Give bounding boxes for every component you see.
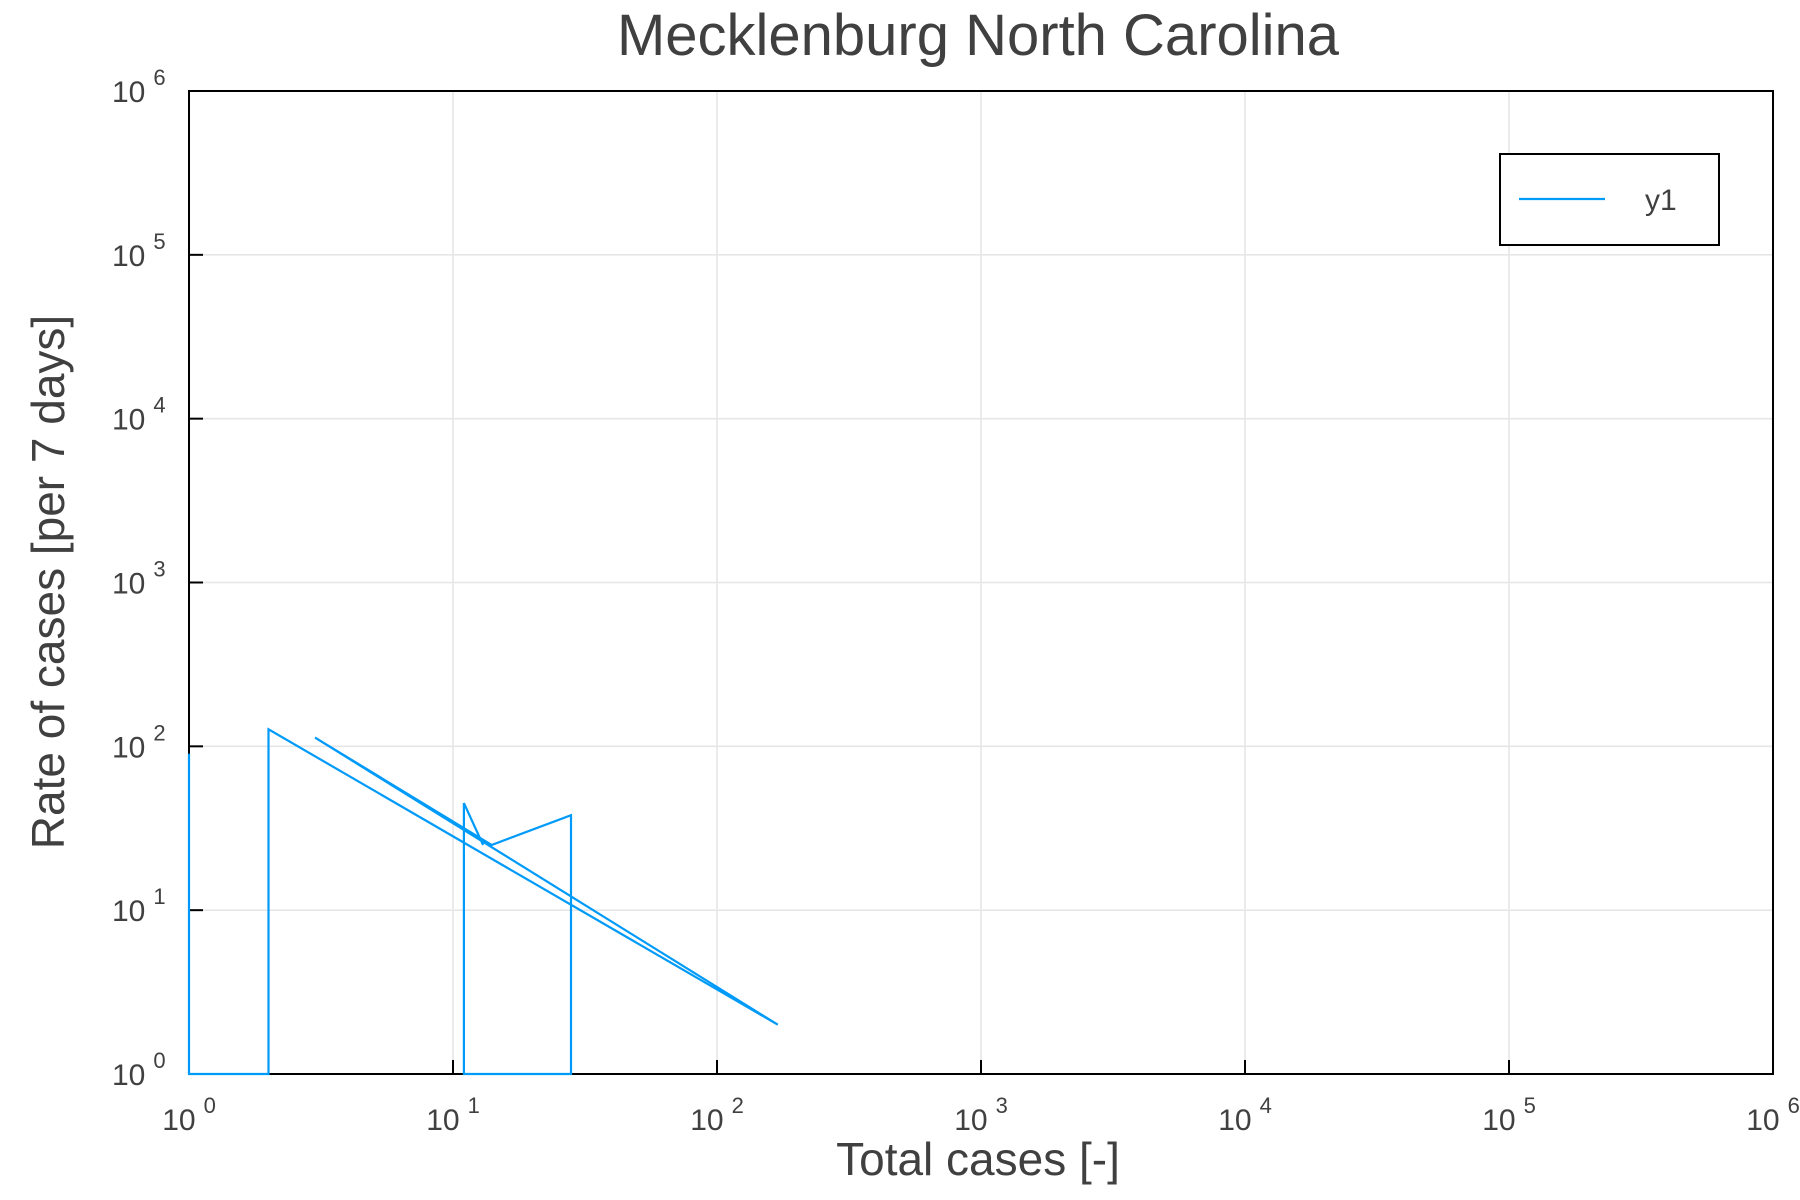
x-tick-label-4: 10 4 <box>1218 1093 1272 1137</box>
x-tick-label-base-1: 10 <box>426 1104 459 1137</box>
x-tick-label-exp-5: 5 <box>1524 1093 1536 1118</box>
x-tick-label-base-6: 10 <box>1746 1104 1779 1137</box>
y-tick-label-exp-6: 6 <box>153 65 165 90</box>
y-tick-label-4: 10 4 <box>112 393 166 437</box>
x-tick-label-exp-2: 2 <box>732 1093 744 1118</box>
legend: y1 <box>1499 153 1720 246</box>
x-tick-label-2: 10 2 <box>690 1093 744 1137</box>
x-tick-label-exp-4: 4 <box>1260 1093 1272 1118</box>
legend-label-y1: y1 <box>1645 184 1677 217</box>
x-tick-label-base-2: 10 <box>690 1104 723 1137</box>
series-line-y1 <box>187 727 779 1076</box>
x-tick-label-exp-3: 3 <box>996 1093 1008 1118</box>
y-axis-label: Rate of cases [per 7 days] <box>22 315 74 849</box>
x-tick-label-exp-0: 0 <box>204 1093 216 1118</box>
x-tick-label-1: 10 1 <box>426 1093 480 1137</box>
x-tick-label-6: 10 6 <box>1746 1093 1800 1137</box>
x-tick-label-base-3: 10 <box>954 1104 987 1137</box>
axis-tick-labels: 10 0 10 1 10 2 10 3 10 4 10 5 10 610 010 110 210 310 410 51… <box>112 65 1800 1137</box>
y-tick-label-exp-5: 5 <box>153 229 165 254</box>
y-tick-label-base-2: 10 <box>112 731 145 764</box>
y-tick-label-1: 10 1 <box>112 884 166 928</box>
y-tick-label-exp-4: 4 <box>153 393 165 418</box>
y-tick-label-base-6: 10 <box>112 76 145 109</box>
x-tick-label-0: 10 0 <box>162 1093 216 1137</box>
x-tick-label-5: 10 5 <box>1482 1093 1536 1137</box>
x-tick-label-exp-6: 6 <box>1788 1093 1800 1118</box>
y-tick-label-exp-1: 1 <box>153 884 165 909</box>
y-tick-label-exp-2: 2 <box>153 720 165 745</box>
y-tick-label-exp-3: 3 <box>153 557 165 582</box>
y-tick-label-6: 10 6 <box>112 65 166 109</box>
y-tick-label-exp-0: 0 <box>153 1048 165 1073</box>
x-tick-label-base-5: 10 <box>1482 1104 1515 1137</box>
y-tick-label-base-5: 10 <box>112 240 145 273</box>
x-tick-label-base-4: 10 <box>1218 1104 1251 1137</box>
y-tick-label-3: 10 3 <box>112 557 166 601</box>
y-tick-label-0: 10 0 <box>112 1048 166 1092</box>
y-tick-label-2: 10 2 <box>112 720 166 764</box>
y-tick-label-base-4: 10 <box>112 404 145 437</box>
x-axis-label: Total cases [-] <box>836 1133 1120 1185</box>
x-tick-label-3: 10 3 <box>954 1093 1008 1137</box>
y-tick-label-5: 10 5 <box>112 229 166 273</box>
x-tick-label-base-0: 10 <box>162 1104 195 1137</box>
y-tick-label-base-1: 10 <box>112 895 145 928</box>
x-tick-label-exp-1: 1 <box>468 1093 480 1118</box>
chart-title: Mecklenburg North Carolina <box>617 3 1340 68</box>
y-tick-label-base-3: 10 <box>112 568 145 601</box>
y-tick-label-base-0: 10 <box>112 1059 145 1092</box>
